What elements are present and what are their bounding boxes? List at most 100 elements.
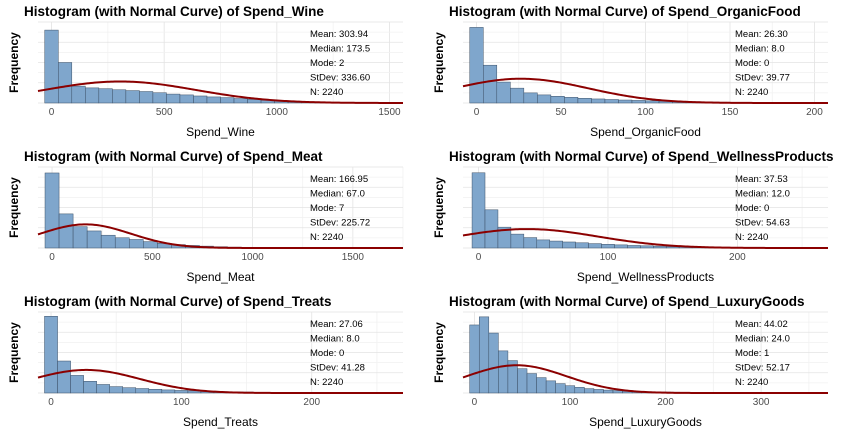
- y-axis-label: Frequency: [432, 177, 446, 238]
- stat-label: Mode: 7: [310, 203, 344, 214]
- histogram-bar: [85, 87, 100, 104]
- histogram-bar: [100, 234, 116, 249]
- x-tick-label: 0: [48, 397, 54, 408]
- x-tick-label: 1000: [241, 252, 264, 263]
- histogram-bar: [71, 85, 86, 104]
- histogram-bar: [604, 99, 619, 104]
- histogram-bar: [114, 237, 130, 249]
- histogram-bar: [483, 64, 498, 104]
- histogram-bar: [96, 384, 110, 394]
- histogram-bar: [645, 100, 660, 104]
- histogram-bar: [526, 373, 537, 394]
- y-axis-label: Frequency: [432, 32, 446, 93]
- x-tick-label: 200: [657, 397, 674, 408]
- chart-title: Histogram (with Normal Curve) of Spend_M…: [24, 149, 323, 164]
- histogram-bar: [152, 92, 167, 104]
- x-tick-label: 100: [562, 397, 579, 408]
- histogram-bar: [498, 350, 509, 394]
- histogram-bar: [193, 95, 208, 104]
- stat-label: Median: 8.0: [735, 44, 785, 55]
- histogram-bar: [614, 244, 628, 249]
- histogram-bar: [593, 389, 604, 394]
- y-axis-label: Frequency: [7, 322, 21, 383]
- x-tick-label: 100: [600, 252, 617, 263]
- histogram-bar: [588, 243, 602, 249]
- chart-panel-spend-luxurygoods: 0 100 200 300 Mean: 44.02 Median: 24.0 Mode: 1…: [425, 290, 850, 435]
- x-tick-label: 100: [637, 107, 654, 118]
- stat-label: StDev: 225.72: [310, 218, 370, 229]
- histogram-bar: [58, 62, 73, 104]
- histogram-bar: [549, 240, 563, 249]
- histogram-bar: [537, 94, 552, 104]
- histogram-bar: [83, 381, 97, 394]
- histogram-bar: [161, 389, 176, 394]
- histogram-bar: [125, 90, 140, 104]
- x-tick-label: 150: [722, 107, 739, 118]
- x-tick-label: 50: [555, 107, 567, 118]
- histogram-bar: [510, 233, 525, 249]
- histogram-bar: [72, 226, 88, 249]
- histogram-bar: [536, 377, 547, 394]
- normal-curve: [462, 228, 828, 249]
- chart-title: Histogram (with Normal Curve) of Spend_W…: [24, 4, 324, 19]
- histogram-bar: [44, 172, 60, 249]
- histogram-bar: [550, 96, 565, 104]
- stat-label: Mode: 0: [735, 58, 769, 69]
- x-axis-label: Spend_Treats: [183, 415, 258, 429]
- stat-label: StDev: 54.63: [735, 218, 790, 229]
- histogram-bar: [523, 237, 538, 249]
- stat-label: Mode: 1: [735, 348, 769, 359]
- histogram-bar: [179, 94, 194, 104]
- x-tick-label: 100: [173, 397, 190, 408]
- histogram-bars: [44, 29, 397, 104]
- chart-title: Histogram (with Normal Curve) of Spend_L…: [449, 294, 805, 309]
- stat-label: N: 2240: [735, 232, 768, 243]
- histogram-bar: [627, 245, 641, 249]
- histogram-bar: [122, 387, 137, 394]
- stat-label: Median: 12.0: [735, 189, 790, 200]
- histogram-bar: [44, 316, 58, 394]
- y-axis-label: Frequency: [432, 322, 446, 383]
- x-tick-label: 200: [806, 107, 823, 118]
- histogram-bar: [510, 87, 525, 104]
- histogram-bar: [148, 389, 163, 394]
- histogram-bars: [469, 316, 814, 394]
- histogram-svg: 0 100 200 Mean: 27.06 Median: 8.0 Mode: 0 StDe…: [7, 294, 403, 429]
- histogram-bar: [555, 383, 566, 394]
- histogram-bar: [601, 244, 615, 249]
- histogram-svg: 0 500 1000 1500 Mean: 166.95 Median: 67.0 Mode…: [7, 149, 404, 284]
- histogram-bar: [139, 91, 154, 104]
- x-tick-label: 0: [49, 107, 55, 118]
- histogram-bar: [112, 89, 127, 104]
- stat-label: N: 2240: [735, 377, 768, 388]
- stat-label: Median: 8.0: [310, 334, 360, 345]
- histogram-bar: [564, 97, 579, 104]
- histogram-svg: 0 50 100 150 200 Mean: 26.30 Median: 8.0 Mode: …: [432, 4, 828, 139]
- histogram-bar: [603, 389, 614, 394]
- stat-label: Median: 24.0: [735, 334, 790, 345]
- histogram-svg: 0 500 1000 1500 Mean: 303.94 Median: 173.5 Mod…: [7, 4, 403, 139]
- histogram-bar: [653, 245, 667, 249]
- x-tick-label: 500: [156, 107, 173, 118]
- histogram-bar: [564, 385, 576, 394]
- stat-label: Mean: 166.95: [310, 174, 368, 185]
- stat-label: Mean: 37.53: [735, 174, 788, 185]
- chart-title: Histogram (with Normal Curve) of Spend_T…: [24, 294, 332, 309]
- histogram-bar: [640, 245, 654, 249]
- x-tick-label: 0: [472, 397, 478, 408]
- chart-title: Histogram (with Normal Curve) of Spend_W…: [449, 149, 834, 164]
- stat-label: StDev: 52.17: [735, 363, 790, 374]
- histogram-bar: [584, 388, 595, 394]
- stat-label: N: 2240: [310, 377, 343, 388]
- stat-label: Median: 173.5: [310, 44, 370, 55]
- x-tick-label: 0: [49, 252, 55, 263]
- histogram-bar: [58, 213, 74, 249]
- histogram-bar: [206, 96, 221, 104]
- histogram-bar: [618, 99, 633, 104]
- stat-label: Mean: 26.30: [735, 29, 788, 40]
- histogram-bar: [70, 375, 84, 394]
- histogram-bar: [536, 239, 550, 249]
- x-axis-label: Spend_LuxuryGoods: [589, 415, 702, 429]
- histogram-bar: [469, 27, 484, 104]
